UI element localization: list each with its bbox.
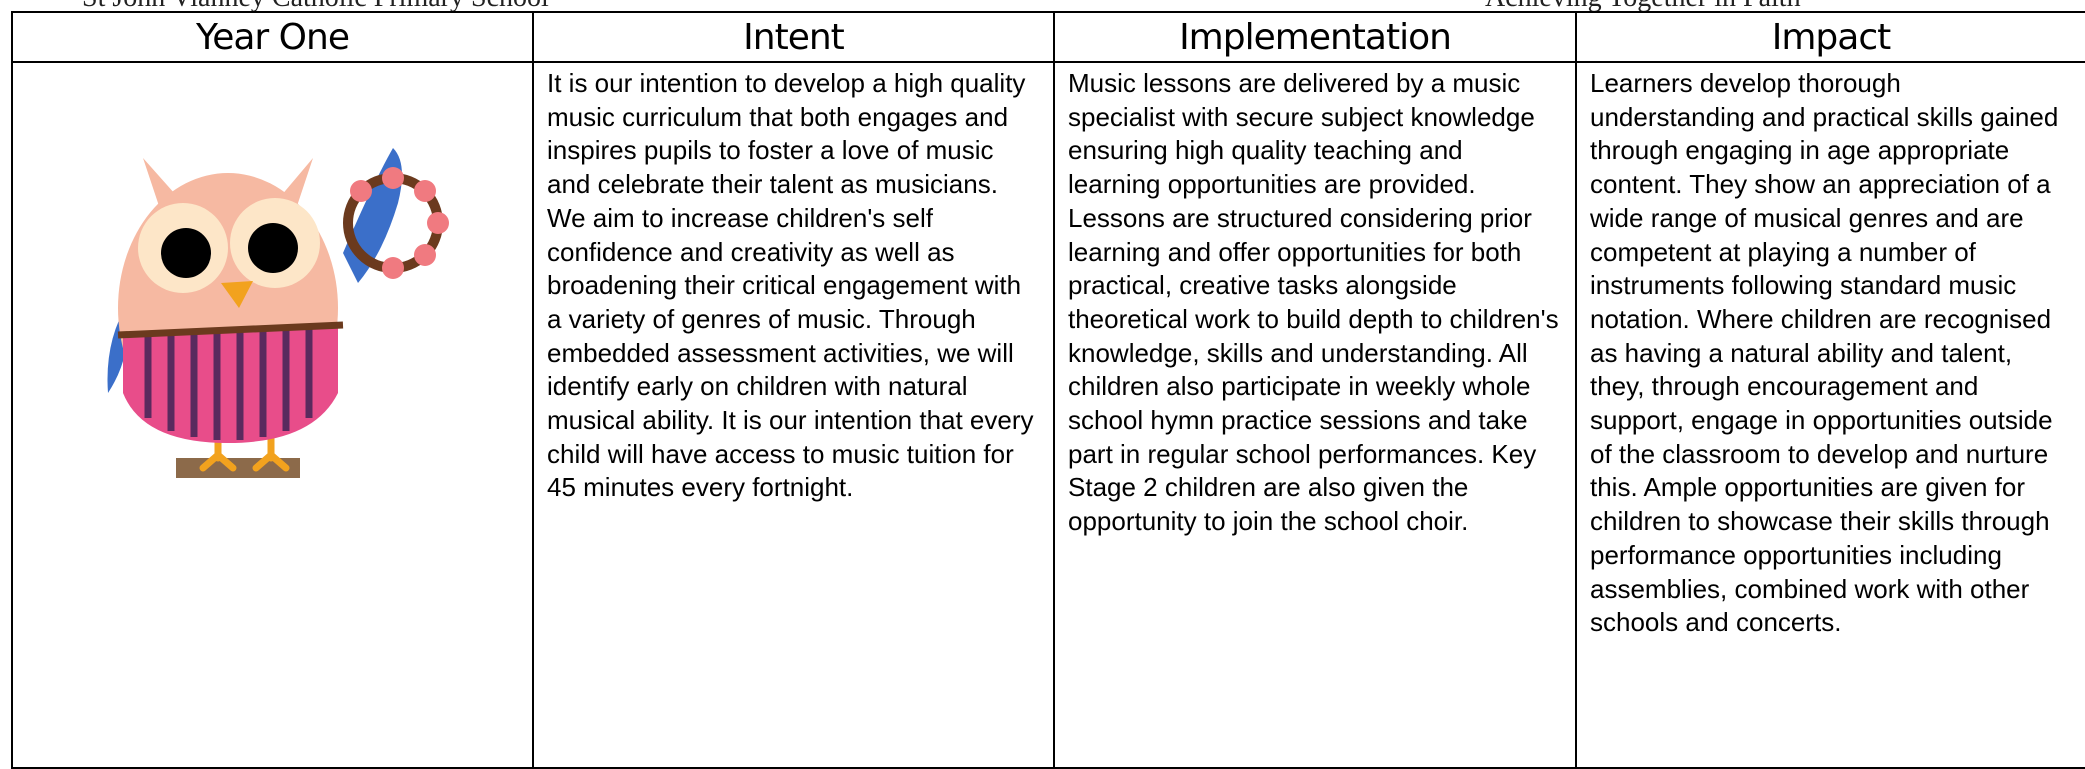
- column-header: Impact: [1575, 11, 2085, 63]
- school-name: St John Vianney Catholic Primary School: [82, 0, 549, 14]
- body-row: It is our intention to develop a high qu…: [11, 61, 2085, 769]
- page: Year One Music html, body { margin: 0; p…: [11, 0, 2085, 769]
- curriculum-table: Year One Intent Implementation Impact: [11, 11, 2085, 769]
- school-motto: Achieving Together in Faith: [1485, 0, 1801, 14]
- owl-illustration: [107, 148, 449, 478]
- image-cell: [11, 61, 534, 769]
- header-row: Year One Intent Implementation Impact: [11, 11, 2085, 63]
- impact-text: Learners develop thorough understanding …: [1575, 61, 2085, 769]
- column-header: Intent: [532, 11, 1055, 63]
- intent-text: It is our intention to develop a high qu…: [532, 61, 1055, 769]
- column-header: Implementation: [1053, 11, 1577, 63]
- column-header: Year One: [11, 11, 534, 63]
- document: {"header": {"school": "St John Vianney C…: [11, 0, 2085, 769]
- implementation-text: Music lessons are delivered by a music s…: [1053, 61, 1577, 769]
